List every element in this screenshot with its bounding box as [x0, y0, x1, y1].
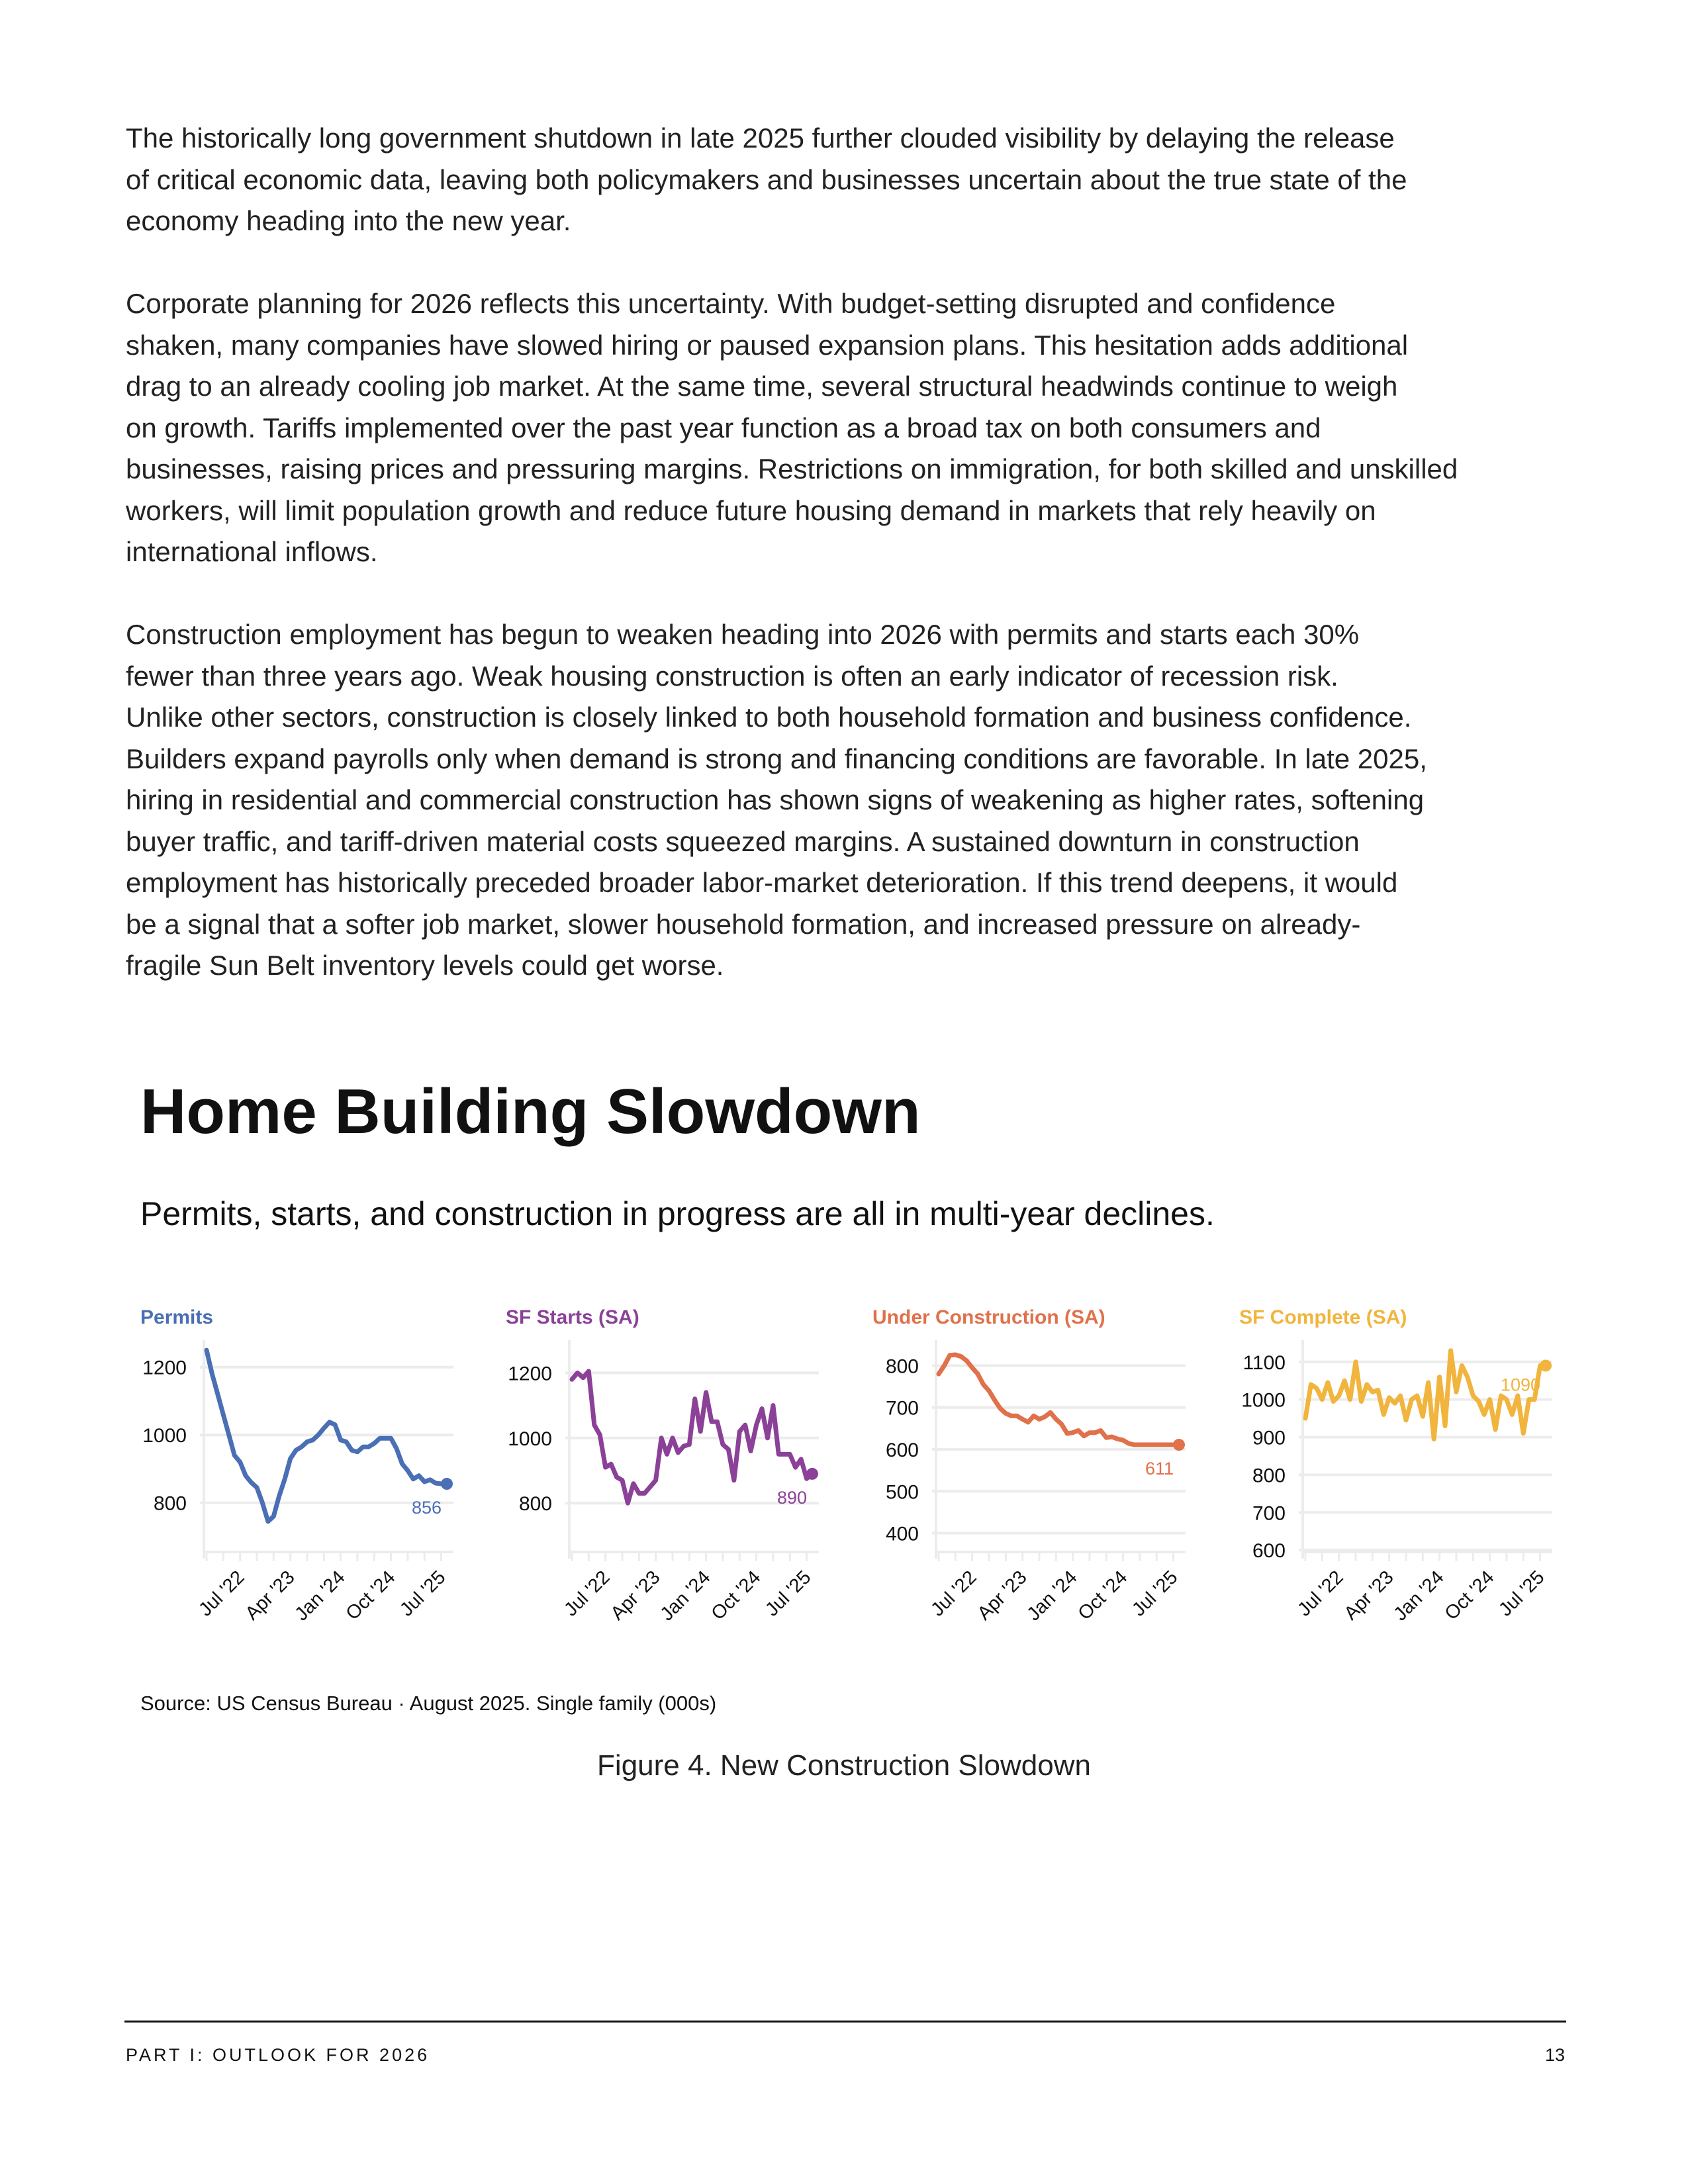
chart-title: SF Complete (SA): [1239, 1306, 1407, 1328]
y-tick-label: 800: [519, 1493, 552, 1515]
paragraph-line: drag to an already cooling job market. A…: [126, 371, 1398, 402]
last-value-label: 856: [412, 1498, 442, 1518]
x-tick-label: Apr '23: [607, 1567, 665, 1624]
chart-title: Permits: [140, 1306, 213, 1328]
series-line: [569, 1369, 815, 1506]
x-tick-label: Jan '24: [291, 1567, 349, 1625]
y-tick-label: 600: [886, 1439, 919, 1461]
y-tick-label: 600: [1252, 1540, 1286, 1562]
last-value-label: 890: [777, 1488, 807, 1508]
y-tick-label: 1200: [142, 1357, 187, 1379]
paragraph-line: be a signal that a softer job market, sl…: [126, 908, 1361, 940]
y-tick-label: 400: [886, 1524, 919, 1545]
figure-source: Source: US Census Bureau · August 2025. …: [140, 1692, 717, 1715]
paragraph-2: Corporate planning for 2026 reflects thi…: [126, 283, 1458, 573]
y-tick-label: 1000: [142, 1425, 187, 1447]
x-tick-label: Jul '22: [927, 1567, 980, 1620]
paragraph-line: fragile Sun Belt inventory levels could …: [126, 950, 724, 981]
x-tick-label: Oct '24: [1441, 1567, 1499, 1624]
y-tick-label: 500: [886, 1481, 919, 1503]
figure-caption: Figure 4. New Construction Slowdown: [597, 1749, 1091, 1782]
x-tick-label: Jan '24: [656, 1567, 714, 1625]
paragraph-line: Corporate planning for 2026 reflects thi…: [126, 288, 1336, 319]
x-tick-label: Jul '22: [560, 1567, 614, 1620]
last-value-label: 1090: [1501, 1375, 1540, 1394]
y-tick-label: 800: [154, 1493, 187, 1515]
footer-section: PART I: OUTLOOK FOR 2026: [126, 2045, 430, 2065]
paragraph-line: Construction employment has begun to wea…: [126, 619, 1360, 650]
paragraph-line: hiring in residential and commercial con…: [126, 784, 1425, 815]
figure-title: Home Building Slowdown: [140, 1076, 921, 1147]
paragraph-line: on growth. Tariffs implemented over the …: [126, 412, 1321, 443]
paragraph-line: buyer traffic, and tariff-driven materia…: [126, 825, 1360, 857]
y-tick-label: 700: [1252, 1502, 1286, 1524]
chart-sf-complete: SF Complete (SA) 600 700 800 900 1000 1100 Jul …: [1239, 1306, 1552, 1625]
footer-divider: [124, 2021, 1566, 2023]
x-tick-label: Jan '24: [1023, 1567, 1081, 1625]
paragraph-line: of critical economic data, leaving both …: [126, 163, 1407, 195]
last-point-marker: [806, 1467, 818, 1480]
chart-title: SF Starts (SA): [506, 1306, 639, 1328]
paragraph-line: employment has historically preceded bro…: [126, 867, 1398, 898]
y-tick-label: 1000: [508, 1428, 552, 1450]
page-number: 13: [1544, 2045, 1565, 2065]
y-tick-label: 1200: [508, 1363, 552, 1385]
x-tick-label: Jul '25: [1128, 1567, 1182, 1620]
paragraph-line: fewer than three years ago. Weak housing…: [126, 660, 1338, 692]
last-point-marker: [1540, 1359, 1552, 1372]
x-tick-label: Apr '23: [1340, 1567, 1398, 1624]
series-line: [204, 1347, 449, 1524]
paragraph-line: shaken, many companies have slowed hirin…: [126, 329, 1409, 361]
paragraph-line: Unlike other sectors, construction is cl…: [126, 702, 1412, 733]
x-tick-label: Jan '24: [1389, 1567, 1448, 1625]
y-tick-label: 1100: [1243, 1352, 1286, 1374]
figure-subtitle: Permits, starts, and construction in pro…: [140, 1195, 1215, 1232]
y-tick-label: 700: [886, 1398, 919, 1420]
last-value-label: 611: [1145, 1459, 1174, 1479]
series-line: [936, 1352, 1182, 1447]
paragraph-line: Builders expand payrolls only when deman…: [126, 743, 1427, 774]
paragraph-line: businesses, raising prices and pressurin…: [126, 453, 1458, 484]
y-tick-label: 900: [1252, 1428, 1286, 1449]
chart-under-construction: Under Construction (SA) 400 500 600 700 800 Ju…: [872, 1306, 1186, 1625]
chart-title: Under Construction (SA): [872, 1306, 1105, 1328]
x-tick-label: Apr '23: [242, 1567, 299, 1624]
paragraph-1: The historically long government shutdow…: [126, 118, 1407, 242]
y-tick-label: 1000: [1241, 1390, 1286, 1412]
x-tick-label: Jul '22: [195, 1567, 248, 1620]
paragraph-line: economy heading into the new year.: [126, 205, 571, 236]
x-tick-label: Jul '25: [1495, 1567, 1548, 1620]
x-tick-label: Oct '24: [1074, 1567, 1132, 1624]
x-tick-label: Jul '25: [396, 1567, 449, 1620]
y-tick-label: 800: [1252, 1465, 1286, 1486]
y-tick-label: 800: [886, 1355, 919, 1377]
paragraph-line: international inflows.: [126, 536, 378, 567]
x-tick-label: Oct '24: [342, 1567, 400, 1624]
paragraph-line: The historically long government shutdow…: [126, 122, 1395, 154]
paragraph-3: Construction employment has begun to wea…: [126, 614, 1427, 987]
x-tick-label: Jul '25: [761, 1567, 815, 1620]
series-line: [1303, 1348, 1548, 1441]
x-tick-label: Jul '22: [1293, 1567, 1347, 1620]
x-tick-label: Oct '24: [708, 1567, 765, 1624]
last-point-marker: [441, 1478, 453, 1490]
last-point-marker: [1173, 1439, 1185, 1451]
x-tick-label: Apr '23: [974, 1567, 1031, 1624]
paragraph-line: workers, will limit population growth an…: [126, 494, 1376, 526]
